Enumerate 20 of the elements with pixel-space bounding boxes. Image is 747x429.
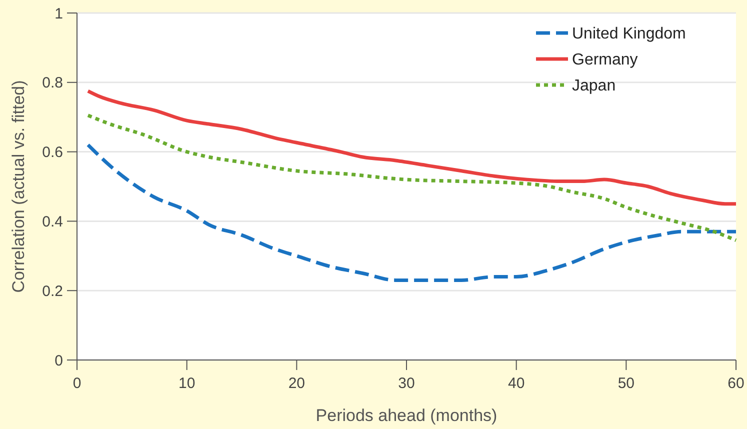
y-tick-label: 0.6 <box>42 144 63 162</box>
legend-label: Japan <box>572 78 616 95</box>
y-axis-title: Correlation (actual vs. fitted) <box>9 80 28 293</box>
x-tick-label: 0 <box>72 375 82 392</box>
line-series <box>86 114 738 242</box>
line-series <box>86 143 738 282</box>
x-tick-label: 50 <box>618 375 635 392</box>
x-tick-label: 40 <box>508 375 525 392</box>
legend-label: United Kingdom <box>572 26 686 43</box>
legend-label: Germany <box>572 52 638 69</box>
x-tick-label: 20 <box>288 375 306 392</box>
x-tick-label: 60 <box>728 375 744 392</box>
y-tick-label: 1 <box>54 5 63 22</box>
y-tick-label: 0 <box>54 352 63 370</box>
y-tick-label: 0.8 <box>42 74 63 92</box>
x-axis-title: Periods ahead (months) <box>316 406 498 425</box>
x-tick-label: 30 <box>398 375 415 392</box>
x-tick-label: 10 <box>178 375 196 392</box>
y-tick-label: 0.4 <box>42 213 63 230</box>
y-tick-label: 0.2 <box>42 282 63 300</box>
